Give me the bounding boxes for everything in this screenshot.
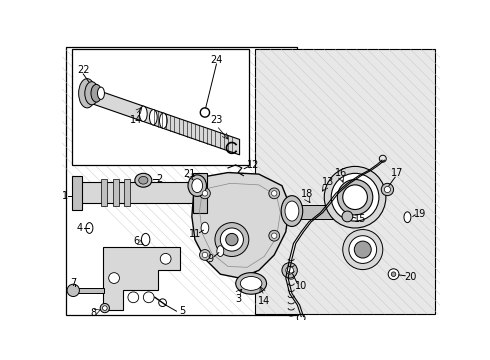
Text: 24: 24 — [210, 55, 222, 65]
Text: 19: 19 — [414, 209, 426, 219]
Bar — [74, 288, 104, 293]
Ellipse shape — [91, 84, 102, 102]
Circle shape — [282, 263, 297, 278]
Text: 1: 1 — [62, 191, 68, 201]
Ellipse shape — [337, 180, 373, 215]
Ellipse shape — [86, 222, 93, 233]
Ellipse shape — [281, 195, 303, 226]
Bar — [74, 182, 197, 203]
Text: 4: 4 — [76, 223, 82, 233]
Ellipse shape — [404, 212, 411, 222]
Circle shape — [381, 183, 393, 195]
Ellipse shape — [192, 179, 203, 193]
Ellipse shape — [324, 166, 386, 228]
Text: 22: 22 — [77, 65, 90, 75]
Circle shape — [269, 188, 280, 199]
Polygon shape — [102, 247, 179, 310]
Ellipse shape — [159, 299, 167, 306]
Bar — [194, 172, 207, 213]
Circle shape — [109, 273, 120, 283]
Text: 12: 12 — [247, 160, 260, 170]
Circle shape — [286, 266, 294, 274]
Text: 18: 18 — [301, 189, 314, 199]
Text: 14: 14 — [258, 296, 270, 306]
Ellipse shape — [285, 201, 299, 221]
Ellipse shape — [135, 173, 152, 187]
Ellipse shape — [343, 185, 368, 210]
Bar — [124, 180, 130, 206]
Circle shape — [269, 230, 280, 241]
Bar — [294, 205, 351, 219]
Text: 13: 13 — [322, 177, 334, 187]
Text: 16: 16 — [335, 167, 347, 177]
Text: 8: 8 — [90, 308, 97, 318]
Circle shape — [202, 191, 208, 196]
Circle shape — [128, 292, 139, 303]
Bar — [72, 49, 249, 165]
Ellipse shape — [349, 236, 377, 264]
Ellipse shape — [215, 222, 249, 256]
Text: 14: 14 — [129, 115, 142, 125]
Ellipse shape — [240, 276, 262, 291]
Ellipse shape — [201, 222, 209, 234]
Ellipse shape — [100, 303, 109, 313]
Polygon shape — [84, 86, 240, 155]
Bar — [113, 180, 119, 206]
Text: 10: 10 — [295, 281, 307, 291]
Ellipse shape — [102, 306, 107, 310]
Circle shape — [271, 191, 277, 196]
Text: 20: 20 — [404, 271, 416, 282]
Polygon shape — [255, 49, 435, 314]
Ellipse shape — [226, 233, 238, 246]
Text: 2: 2 — [156, 174, 163, 184]
Text: 21: 21 — [183, 169, 196, 179]
Text: 6: 6 — [133, 236, 140, 246]
Ellipse shape — [98, 87, 104, 99]
Text: 11: 11 — [189, 229, 201, 239]
Ellipse shape — [140, 106, 147, 121]
Ellipse shape — [188, 175, 206, 197]
Text: 7: 7 — [70, 278, 76, 288]
Polygon shape — [192, 172, 290, 278]
Ellipse shape — [160, 113, 167, 129]
Circle shape — [199, 188, 210, 199]
Circle shape — [342, 211, 353, 222]
Ellipse shape — [149, 109, 157, 125]
Ellipse shape — [139, 176, 148, 184]
Ellipse shape — [354, 241, 371, 258]
Circle shape — [199, 249, 210, 260]
Ellipse shape — [392, 272, 396, 276]
Circle shape — [202, 252, 208, 258]
Ellipse shape — [331, 173, 379, 221]
Ellipse shape — [217, 246, 224, 256]
Text: 9: 9 — [207, 254, 213, 264]
Text: 23: 23 — [210, 115, 222, 125]
Text: 15: 15 — [353, 214, 366, 224]
Circle shape — [271, 233, 277, 238]
Ellipse shape — [142, 233, 150, 246]
Ellipse shape — [85, 82, 98, 105]
Circle shape — [144, 292, 154, 303]
Circle shape — [160, 253, 171, 264]
Bar — [101, 180, 107, 206]
Bar — [73, 176, 82, 210]
Ellipse shape — [236, 273, 267, 294]
Ellipse shape — [220, 228, 244, 251]
Ellipse shape — [78, 78, 96, 108]
Text: 3: 3 — [235, 294, 241, 304]
Bar — [66, 47, 297, 315]
Text: 17: 17 — [391, 167, 404, 177]
Circle shape — [67, 284, 79, 297]
Text: 5: 5 — [179, 306, 185, 316]
Ellipse shape — [343, 230, 383, 270]
Ellipse shape — [388, 269, 399, 280]
Circle shape — [384, 186, 391, 193]
